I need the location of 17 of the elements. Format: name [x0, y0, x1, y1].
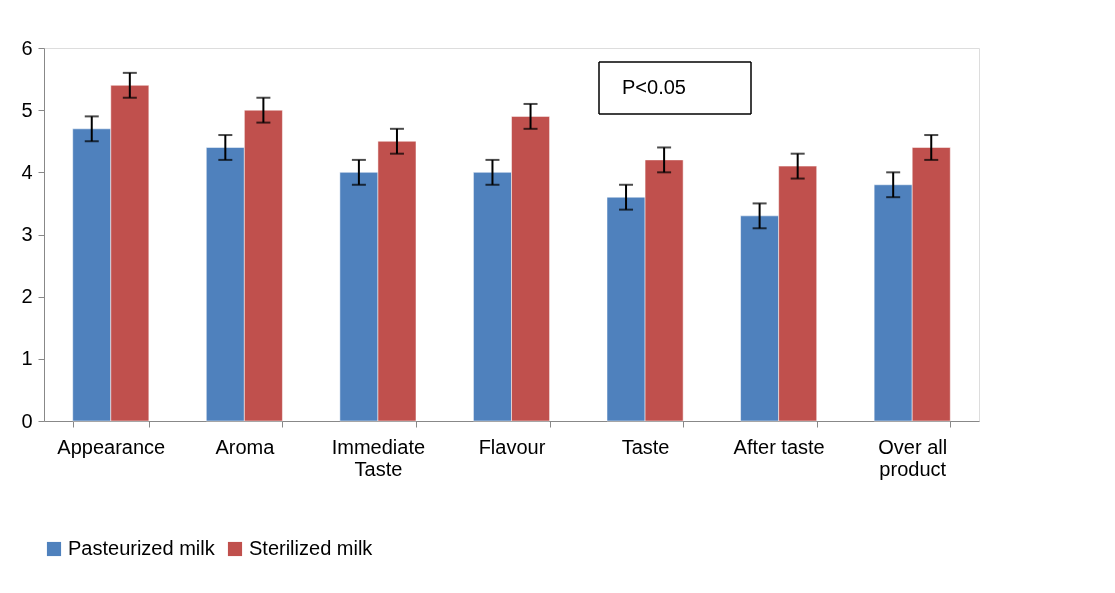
x-tick-label: Over all product	[878, 435, 948, 480]
y-tick-label: 6	[21, 36, 33, 59]
x-tick-label: Immediate Taste	[331, 435, 426, 480]
legend-label: Sterilized milk	[249, 537, 374, 559]
x-tick-label: Flavour	[478, 435, 546, 458]
legend-label: Pasteurized milk	[68, 537, 216, 559]
y-tick-label: 2	[21, 285, 33, 308]
x-tick-label: Appearance	[57, 435, 166, 458]
y-tick-label: 3	[21, 223, 33, 245]
x-tick-label: Aroma	[215, 435, 276, 458]
annotation: P<0.05	[622, 76, 686, 98]
y-tick-label: 1	[21, 347, 33, 370]
y-tick-label: 4	[21, 160, 33, 183]
y-tick-label: 0	[21, 409, 33, 432]
x-tick-label: Taste	[621, 435, 670, 458]
y-tick-label: 5	[21, 98, 33, 121]
x-tick-label: After taste	[733, 435, 825, 458]
